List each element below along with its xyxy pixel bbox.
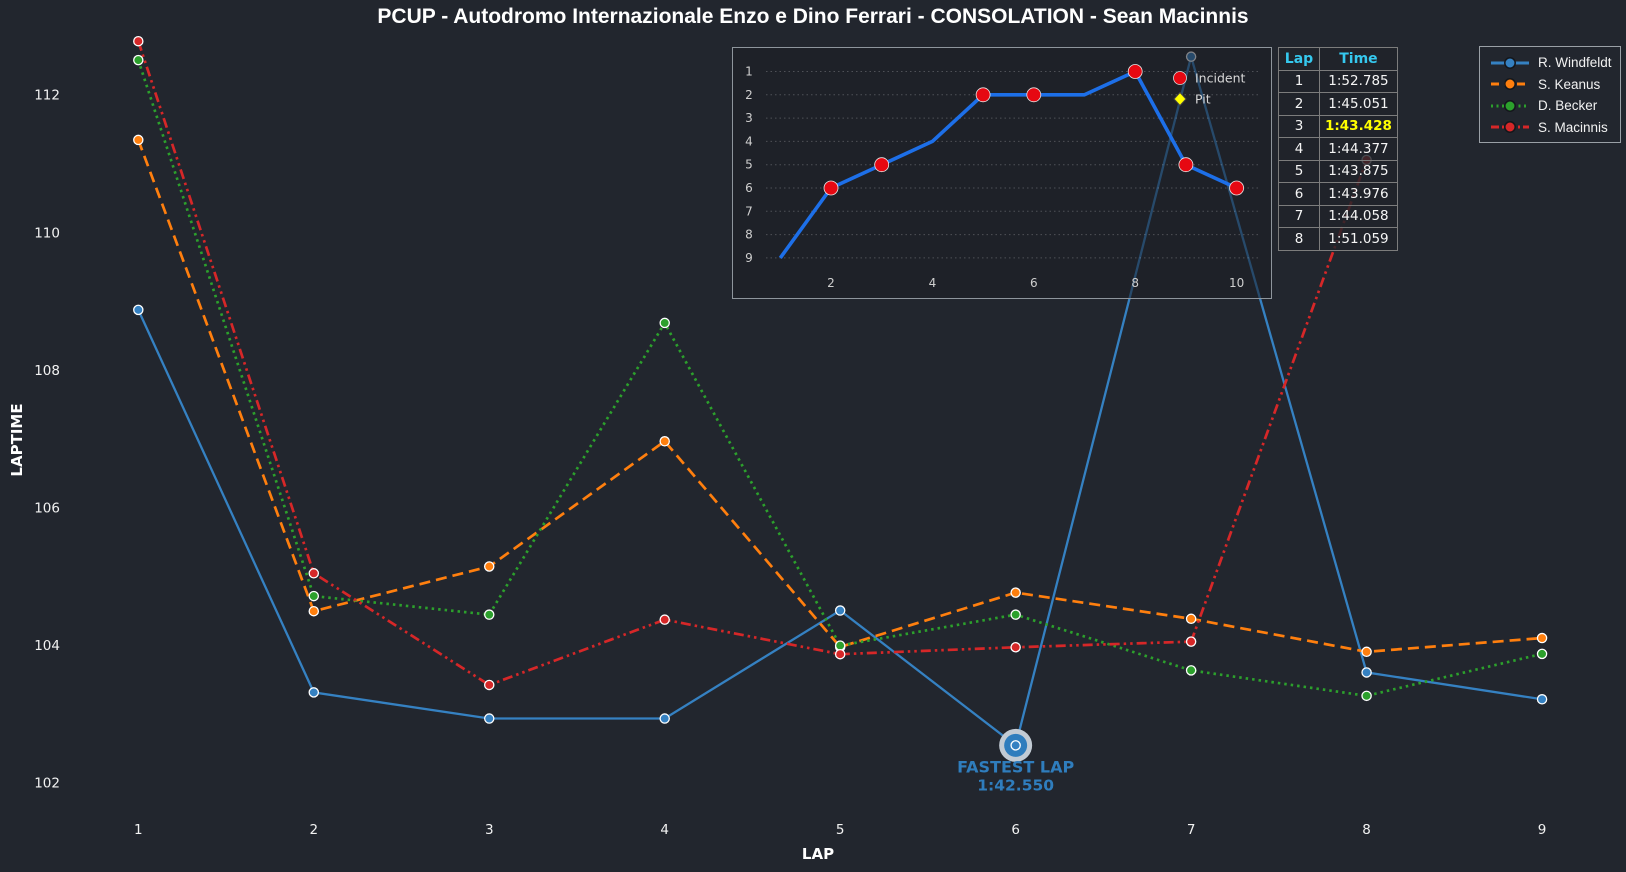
svg-text:4: 4 xyxy=(745,134,753,148)
lap-table-row: 1 1:52.785 xyxy=(1278,69,1398,93)
lap-table-row: 5 1:43.875 xyxy=(1278,159,1398,183)
legend-line-sample xyxy=(1491,99,1529,112)
lap-table-row: 4 1:44.377 xyxy=(1278,137,1398,161)
lap-number: 8 xyxy=(1278,227,1320,251)
incident-legend-icon xyxy=(1173,71,1187,85)
legend-line-sample xyxy=(1491,121,1529,133)
svg-text:3: 3 xyxy=(485,822,494,838)
svg-text:2: 2 xyxy=(745,88,753,102)
svg-text:4: 4 xyxy=(660,822,669,838)
inset-ticks: 1 2 3 4 5 6 7 8 9 2 4 6 8 10 xyxy=(745,65,1244,291)
lap-table-header-row: Lap Time xyxy=(1278,47,1398,71)
lap-number: 5 xyxy=(1278,159,1320,183)
lap-number: 4 xyxy=(1278,137,1320,161)
svg-text:5: 5 xyxy=(745,158,753,172)
y-axis-ticks: 102 104 106 108 110 112 xyxy=(34,88,60,792)
lap-table-row: 7 1:44.058 xyxy=(1278,204,1398,228)
lap-time-table: Lap Time 1 1:52.785 2 1:45.051 3 1:43.428 4 1:44… xyxy=(1278,47,1398,251)
svg-text:8: 8 xyxy=(1131,276,1139,290)
svg-text:7: 7 xyxy=(745,204,753,218)
lap-table-row: 2 1:45.051 xyxy=(1278,92,1398,116)
svg-text:3: 3 xyxy=(745,111,753,125)
svg-text:Incident: Incident xyxy=(1195,71,1246,86)
legend-line-sample xyxy=(1491,56,1529,69)
legend-item-3: S. Macinnis xyxy=(1489,119,1612,136)
svg-text:108: 108 xyxy=(34,363,60,379)
series-line-3 xyxy=(137,40,1368,687)
legend-item-0: R. Windfeldt xyxy=(1489,54,1612,71)
series-markers-1 xyxy=(133,134,1548,658)
lap-table-row: 6 1:43.976 xyxy=(1278,182,1398,206)
legend-item-1: S. Keanus xyxy=(1489,76,1612,93)
svg-text:6: 6 xyxy=(745,181,753,195)
svg-text:6: 6 xyxy=(1030,276,1038,290)
lap-time: 1:43.976 xyxy=(1319,182,1398,206)
chart-title: PCUP - Autodromo Internazionale Enzo e D… xyxy=(377,5,1249,28)
svg-text:1: 1 xyxy=(134,822,143,838)
lap-number: 1 xyxy=(1278,69,1320,93)
svg-text:7: 7 xyxy=(1187,822,1196,838)
lap-time: 1:43.875 xyxy=(1319,159,1398,183)
svg-text:8: 8 xyxy=(1362,822,1371,838)
incident-markers xyxy=(823,64,1245,196)
lap-table-row: 8 1:51.059 xyxy=(1278,227,1398,251)
legend-label: R. Windfeldt xyxy=(1538,55,1612,70)
inset-legend: Incident Pit xyxy=(1173,71,1246,107)
position-line xyxy=(778,69,1238,259)
legend-label: D. Becker xyxy=(1538,98,1598,113)
legend-label: S. Keanus xyxy=(1538,76,1601,92)
position-inset-svg: 1 2 3 4 5 6 7 8 9 2 4 6 8 10 Incident Pit xyxy=(745,64,1261,291)
lap-table-header-time: Time xyxy=(1319,47,1398,71)
svg-text:110: 110 xyxy=(34,225,60,241)
svg-text:8: 8 xyxy=(745,228,753,242)
svg-text:9: 9 xyxy=(745,251,753,265)
lap-time: 1:51.059 xyxy=(1319,227,1398,251)
lap-number: 6 xyxy=(1278,182,1320,206)
lap-time: 1:44.058 xyxy=(1319,204,1398,228)
lap-time-fastest: 1:43.428 xyxy=(1319,114,1398,138)
svg-text:104: 104 xyxy=(34,638,60,654)
series-markers-2 xyxy=(133,54,1548,702)
legend-line-sample xyxy=(1491,78,1529,90)
lap-table-row: 3 1:43.428 xyxy=(1278,114,1398,138)
svg-text:9: 9 xyxy=(1538,822,1547,838)
svg-text:5: 5 xyxy=(836,822,845,838)
svg-text:112: 112 xyxy=(34,88,60,104)
lap-number: 2 xyxy=(1278,92,1320,116)
lap-number: 7 xyxy=(1278,204,1320,228)
series-markers-0 xyxy=(133,51,1548,751)
lap-table-header-lap: Lap xyxy=(1278,47,1320,71)
pit-legend-icon xyxy=(1173,91,1187,107)
y-axis-title: LAPTIME xyxy=(8,403,26,476)
svg-text:10: 10 xyxy=(1229,276,1244,290)
x-axis-ticks: 1 2 3 4 5 6 7 8 9 xyxy=(134,822,1546,838)
legend-item-2: D. Becker xyxy=(1489,97,1612,114)
svg-text:6: 6 xyxy=(1011,822,1020,838)
svg-text:106: 106 xyxy=(34,501,60,517)
legend-label: S. Macinnis xyxy=(1538,119,1608,135)
position-inset-chart: 1 2 3 4 5 6 7 8 9 2 4 6 8 10 Incident Pit xyxy=(732,47,1272,299)
lap-time: 1:45.051 xyxy=(1319,92,1398,116)
series-markers-3 xyxy=(133,35,1372,691)
drivers-legend: R. Windfeldt S. Keanus D. Becker S. Macinni… xyxy=(1479,46,1621,143)
lap-time: 1:44.377 xyxy=(1319,137,1398,161)
svg-text:102: 102 xyxy=(34,776,60,792)
x-axis-title: LAP xyxy=(802,845,834,863)
svg-text:4: 4 xyxy=(929,276,937,290)
series-line-1 xyxy=(137,139,1543,654)
svg-text:1:42.550: 1:42.550 xyxy=(977,776,1054,794)
svg-text:1: 1 xyxy=(745,65,753,79)
svg-text:2: 2 xyxy=(827,276,835,290)
lap-number: 3 xyxy=(1278,114,1320,138)
svg-text:FASTEST LAP: FASTEST LAP xyxy=(957,757,1074,776)
svg-text:Pit: Pit xyxy=(1195,92,1211,107)
lap-time: 1:52.785 xyxy=(1319,69,1398,93)
svg-text:2: 2 xyxy=(309,822,318,838)
